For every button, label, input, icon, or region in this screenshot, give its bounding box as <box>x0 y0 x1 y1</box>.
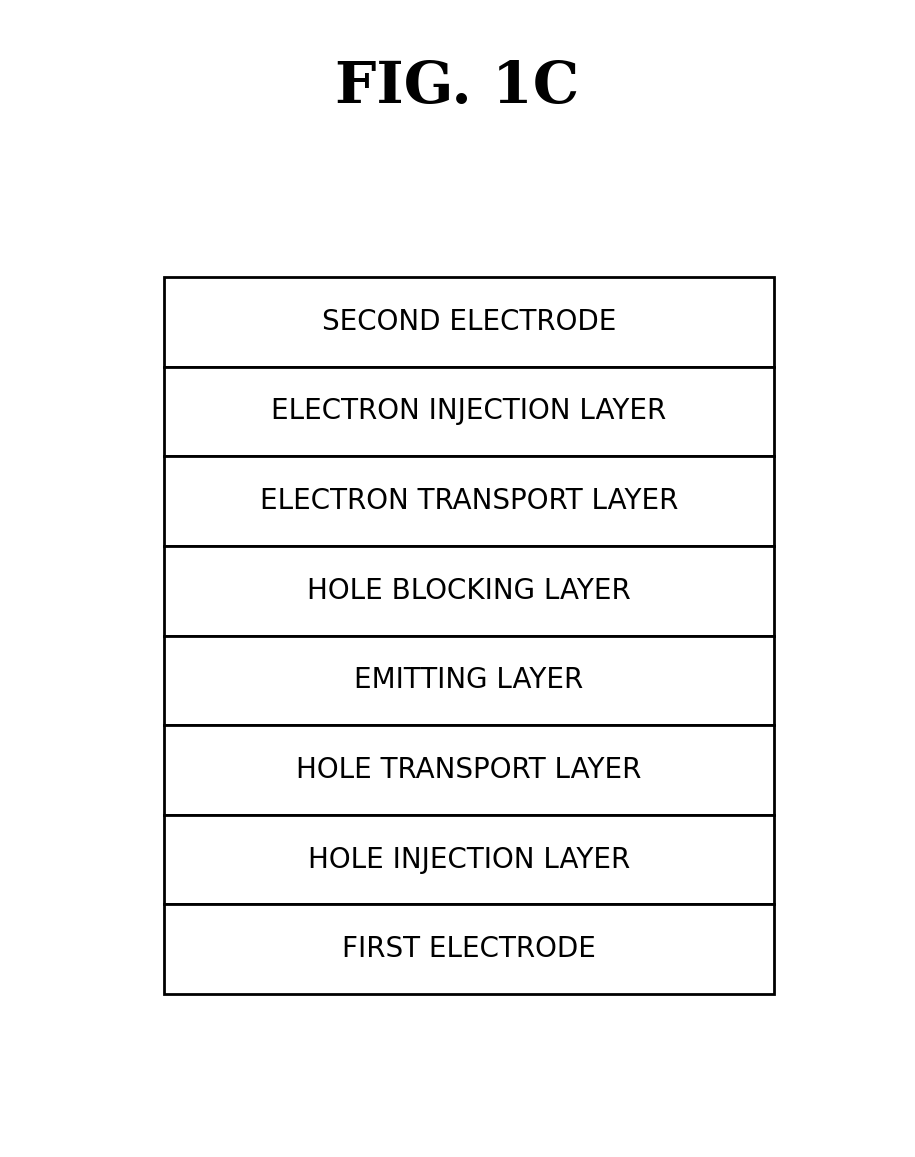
Text: HOLE BLOCKING LAYER: HOLE BLOCKING LAYER <box>307 576 630 605</box>
Bar <box>164 635 774 725</box>
Bar <box>164 277 774 367</box>
Bar <box>164 456 774 546</box>
Text: HOLE INJECTION LAYER: HOLE INJECTION LAYER <box>307 846 630 874</box>
Text: ELECTRON INJECTION LAYER: ELECTRON INJECTION LAYER <box>272 397 666 426</box>
Text: FIG. 1C: FIG. 1C <box>336 59 579 115</box>
Text: HOLE TRANSPORT LAYER: HOLE TRANSPORT LAYER <box>296 756 641 784</box>
Bar <box>164 546 774 635</box>
Text: FIRST ELECTRODE: FIRST ELECTRODE <box>342 935 596 964</box>
Bar <box>164 815 774 905</box>
Text: ELECTRON TRANSPORT LAYER: ELECTRON TRANSPORT LAYER <box>260 487 678 515</box>
Bar <box>164 905 774 994</box>
Bar <box>164 367 774 456</box>
Text: EMITTING LAYER: EMITTING LAYER <box>354 666 584 694</box>
Bar <box>164 725 774 815</box>
Text: SECOND ELECTRODE: SECOND ELECTRODE <box>322 308 616 336</box>
